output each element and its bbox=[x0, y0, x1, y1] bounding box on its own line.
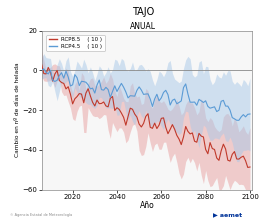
Text: TAJO: TAJO bbox=[132, 7, 154, 17]
Legend: RCP8.5    ( 10 ), RCP4.5    ( 10 ): RCP8.5 ( 10 ), RCP4.5 ( 10 ) bbox=[47, 35, 105, 51]
X-axis label: Año: Año bbox=[140, 201, 154, 210]
Text: © Agencia Estatal de Meteorología: © Agencia Estatal de Meteorología bbox=[10, 213, 73, 217]
Y-axis label: Cambio en nº de días de helada: Cambio en nº de días de helada bbox=[15, 63, 20, 157]
Text: ANUAL: ANUAL bbox=[130, 22, 156, 31]
Text: ▶ aemet: ▶ aemet bbox=[213, 212, 242, 217]
